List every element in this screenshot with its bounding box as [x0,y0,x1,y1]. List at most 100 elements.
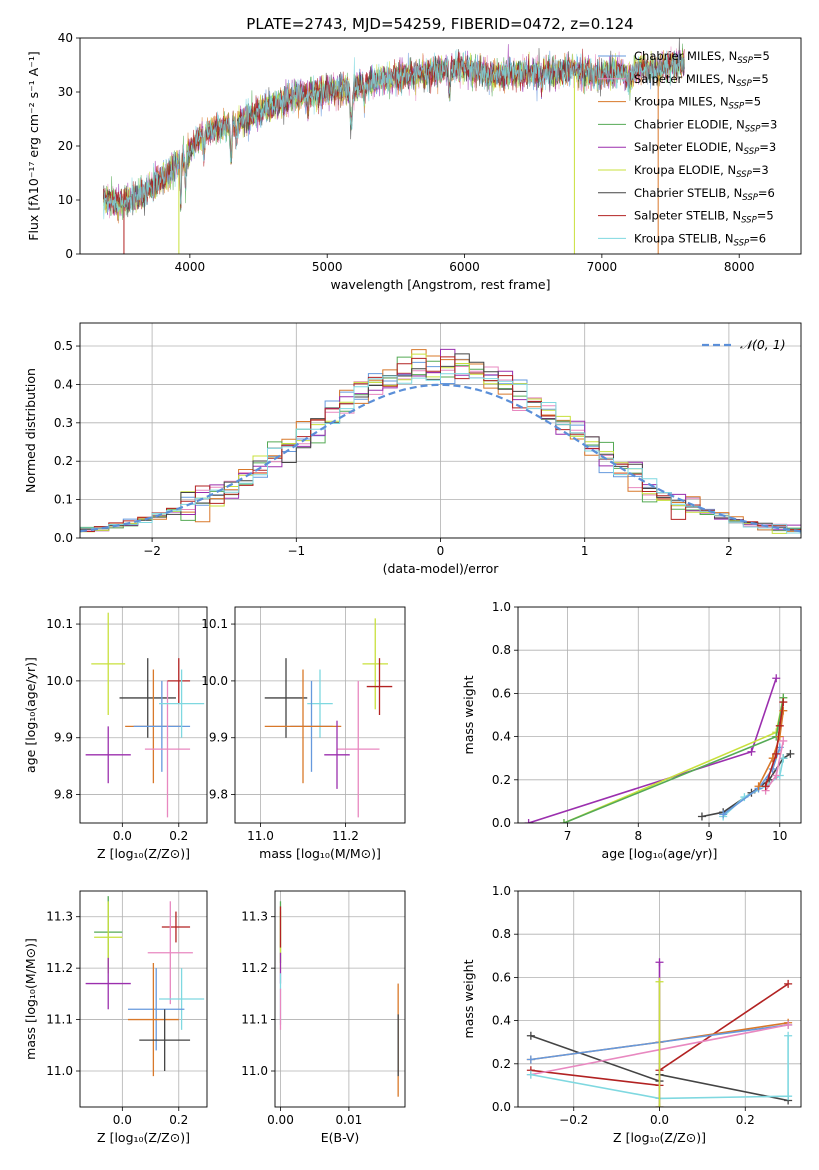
x-tick-label: −2 [143,544,161,558]
axes-frame [274,890,406,1108]
y-tick-label: 1.0 [492,600,511,614]
series-marker [784,1092,793,1101]
y-tick-label: 11.2 [46,961,73,975]
axes-frame [517,890,802,1108]
y-tick-label: 0.6 [492,970,511,984]
plot-area [103,38,685,254]
legend-label-tail: =5 [753,49,770,63]
legend-label-sub: SSP [737,56,753,66]
errorbar-point [144,680,191,818]
series-marker [697,812,706,821]
errorbar-point [366,658,393,715]
y-tick-label: 11.1 [46,1013,73,1027]
series-marker [559,819,568,823]
x-tick-label: 0.0 [113,829,132,843]
x-tick-label: 7000 [587,260,618,274]
series-marker [786,749,795,758]
legend-label: Kroupa MILES, NSSP=5 [634,95,761,112]
legend-label-sub: SSP [729,102,745,112]
series-marker [775,732,784,741]
errorbar-point [159,669,205,738]
y-tick-label: 0 [65,247,73,261]
x-tick-label: 11.0 [247,829,274,843]
panel-1: 4000 5000 6000 7000 8000 0 10 20 30 40 wavelength … [26,31,802,292]
x-tick-label: 5000 [312,260,343,274]
series-line [563,697,785,823]
series-marker [526,1070,535,1079]
spectrum-line [103,49,685,220]
y-axis-label: mass weight [461,959,476,1038]
x-tick-label: 8 [634,829,642,843]
series-marker [779,698,788,707]
series-marker [526,1055,535,1064]
series-line [764,701,785,787]
normal-reference-curve [80,383,801,533]
spectrum-line [103,38,685,218]
y-tick-label: 0.2 [492,1057,511,1071]
y-tick-label: 30 [58,85,73,99]
legend-label-text: Chabrier STELIB, N [634,186,742,200]
x-tick-label: 11.2 [332,829,359,843]
y-tick-label: 0.2 [54,454,73,468]
x-axis-label: mass [log₁₀(M/M⊙)] [259,846,381,861]
x-axis-label: E(B-V) [321,1130,360,1145]
legend-label: Salpeter MILES, NSSP=5 [634,72,769,89]
legend-label-tail: =5 [757,209,774,223]
legend-label-sub: SSP [745,124,761,134]
errorbar-point [91,612,126,715]
series-marker [784,1031,793,1040]
errorbar-point [264,658,308,738]
plot-area [518,891,801,1107]
legend-label-tail: =5 [744,95,761,109]
y-tick-label: 11.0 [46,1064,73,1078]
panel-3: 0.0 0.2 9.8 9.9 10.0 10.1 Z [log₁₀(Z/Z⊙)] age [… [23,606,208,861]
x-tick-label: 2 [725,544,733,558]
y-tick-label: 0.8 [492,643,511,657]
legend-label: Chabrier ELODIE, NSSP=3 [634,117,777,134]
y-tick-label: 0.4 [54,377,73,391]
legend-label-text: Kroupa ELODIE, N [634,163,736,177]
legend-label: Kroupa ELODIE, NSSP=3 [634,163,769,180]
legend-label-tail: =5 [752,72,769,86]
errorbar-point [127,968,185,1051]
series-marker [747,747,756,756]
legend-label: Chabrier MILES, NSSP=5 [634,49,770,66]
x-tick-label: 0.2 [736,1113,755,1127]
x-tick-label: −1 [287,544,305,558]
y-tick-label: 0.0 [492,1100,511,1114]
y-tick-label: 0.4 [492,1014,511,1028]
legend-label: Chabrier STELIB, NSSP=6 [634,186,775,203]
plot-area [80,607,207,823]
legend-label: 𝒩(0, 1) [740,337,786,352]
axes-frame [517,606,802,824]
x-tick-label: 0.2 [169,1113,188,1127]
legend-label-sub: SSP [736,170,752,180]
legend-label-text: Salpeter STELIB, N [634,209,741,223]
y-tick-label: 0.3 [54,416,73,430]
legend-label-tail: =3 [759,140,776,154]
y-axis-label: Normed distribution [23,368,38,493]
x-tick-label: 8000 [724,260,755,274]
y-axis-label: mass weight [461,675,476,754]
series-marker [772,674,781,683]
series-marker [761,782,770,791]
series-marker [524,819,533,823]
series-marker [719,810,728,819]
series-marker [772,771,781,780]
y-tick-label: 9.8 [54,788,73,802]
y-axis-label: age [log₁₀(age/yr)] [23,657,38,773]
legend-label-tail: =6 [758,186,775,200]
series-marker [655,977,664,986]
errorbar-point [119,658,176,738]
y-tick-label: 10.0 [46,674,73,688]
x-tick-label: 10 [772,829,787,843]
legend-label-text: Salpeter ELODIE, N [634,140,744,154]
legend-label-sub: SSP [741,216,757,226]
legend: Chabrier MILES, NSSP=5 Salpeter MILES, NS… [598,49,777,248]
y-axis-label: mass [log₁₀(M/M⊙)] [23,938,38,1060]
y-tick-label: 0.0 [54,531,73,545]
y-tick-label: 11.3 [241,910,268,924]
legend-label-text: Chabrier ELODIE, N [634,117,745,131]
y-tick-label: 0.2 [492,773,511,787]
x-axis-label: age [log₁₀(age/yr)] [602,846,718,861]
